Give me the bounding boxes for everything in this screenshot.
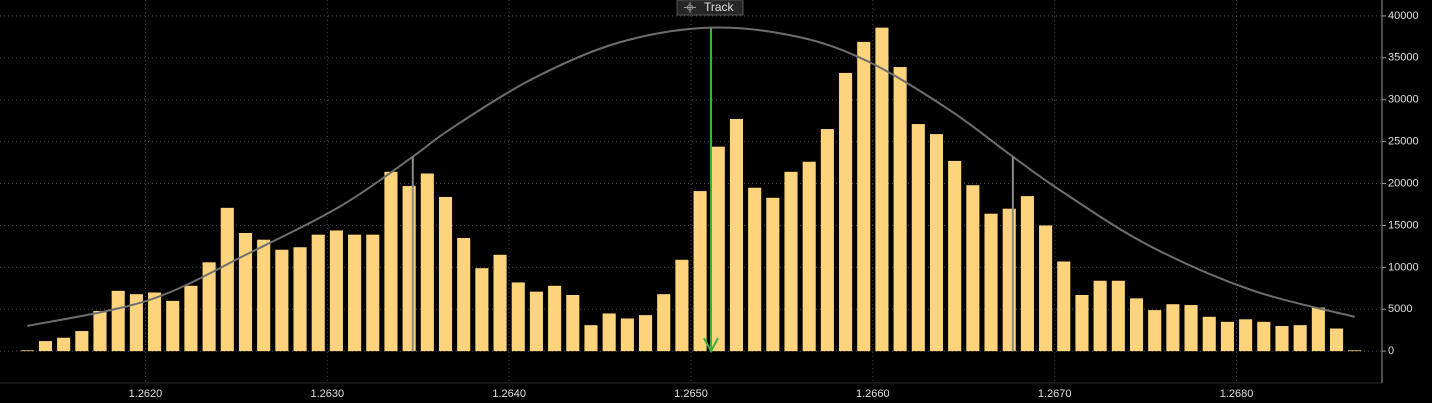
x-tick-label: 1.2640 [492, 388, 526, 400]
bar [711, 146, 725, 352]
y-tick-label: 40000 [1388, 10, 1419, 22]
bar [602, 313, 616, 352]
bar [548, 285, 562, 352]
bar [293, 247, 307, 352]
bar [1057, 261, 1071, 352]
bar [729, 119, 744, 352]
overlay [27, 26, 1355, 354]
bar [693, 191, 707, 352]
bar [657, 294, 671, 352]
bar [202, 262, 216, 352]
bar [420, 173, 434, 352]
bar [457, 238, 471, 352]
bar [1075, 295, 1089, 352]
bar [966, 185, 980, 352]
y-tick-label: 10000 [1388, 261, 1419, 273]
bar [20, 350, 34, 352]
bar [948, 160, 962, 352]
bar [1239, 319, 1253, 352]
x-tick-label: 1.2680 [1220, 388, 1254, 400]
y-tick-label: 20000 [1388, 177, 1419, 189]
bar [984, 213, 998, 352]
bar [475, 268, 489, 352]
x-tick-label: 1.2660 [856, 388, 890, 400]
bar [1020, 196, 1034, 352]
button-label[interactable]: Track [704, 0, 735, 14]
bar [620, 318, 634, 352]
bar [839, 72, 853, 352]
bar [438, 196, 453, 352]
bar [348, 234, 362, 352]
bar [1129, 298, 1144, 352]
x-tick-label: 1.2620 [129, 388, 163, 400]
bar [1093, 280, 1107, 352]
bar [275, 249, 289, 352]
bar [311, 234, 325, 352]
bar [257, 239, 271, 352]
bar [529, 291, 543, 352]
bar [329, 230, 343, 352]
x-tick-label: 1.2670 [1038, 388, 1072, 400]
bar [911, 124, 925, 352]
bar [820, 129, 834, 352]
bar [857, 41, 871, 352]
bar [766, 197, 780, 352]
bar [57, 337, 71, 352]
bar [1184, 305, 1198, 352]
track-button[interactable]: Track [676, 0, 744, 16]
bar [1039, 225, 1053, 352]
bar [675, 259, 689, 352]
bar [566, 295, 580, 352]
mean-arrow [703, 337, 719, 354]
bar [638, 315, 653, 352]
bar [1293, 325, 1307, 352]
bar [584, 325, 598, 352]
bar [1166, 304, 1180, 352]
bar [875, 27, 889, 352]
bar [220, 207, 234, 352]
x-tick-label: 1.2650 [674, 388, 708, 400]
bar [493, 254, 507, 352]
bars [20, 27, 1362, 352]
bar [93, 310, 107, 352]
bar [1257, 321, 1271, 352]
bar [1220, 321, 1234, 352]
bar [802, 161, 816, 352]
bar [1275, 326, 1289, 352]
y-tick-label: 30000 [1388, 94, 1419, 106]
bar [1202, 316, 1216, 352]
crosshair-icon [684, 2, 696, 13]
bar [1329, 328, 1344, 352]
bar [75, 331, 89, 352]
button-box[interactable] [676, 0, 744, 16]
bar [184, 285, 198, 352]
bar [384, 171, 398, 352]
y-tick-label: 5000 [1388, 303, 1412, 315]
bar [784, 171, 798, 352]
x-tick-label: 1.2630 [310, 388, 344, 400]
bar [1148, 310, 1162, 352]
y-tick-label: 25000 [1388, 136, 1419, 148]
bar [511, 282, 525, 352]
bar [1348, 350, 1362, 352]
bar [1311, 307, 1325, 352]
bar [129, 294, 143, 352]
bar [111, 290, 125, 352]
bar [238, 232, 253, 352]
bar [166, 300, 180, 352]
bar [366, 234, 380, 352]
bar [929, 134, 944, 352]
bar [148, 292, 162, 352]
bar [748, 187, 762, 352]
bar [893, 67, 907, 352]
curve [27, 26, 1355, 327]
y-tick-label: 35000 [1388, 52, 1419, 64]
bar [1111, 280, 1125, 352]
y-tick-label: 0 [1388, 345, 1394, 357]
y-tick-label: 15000 [1388, 219, 1419, 231]
bar [38, 341, 53, 352]
